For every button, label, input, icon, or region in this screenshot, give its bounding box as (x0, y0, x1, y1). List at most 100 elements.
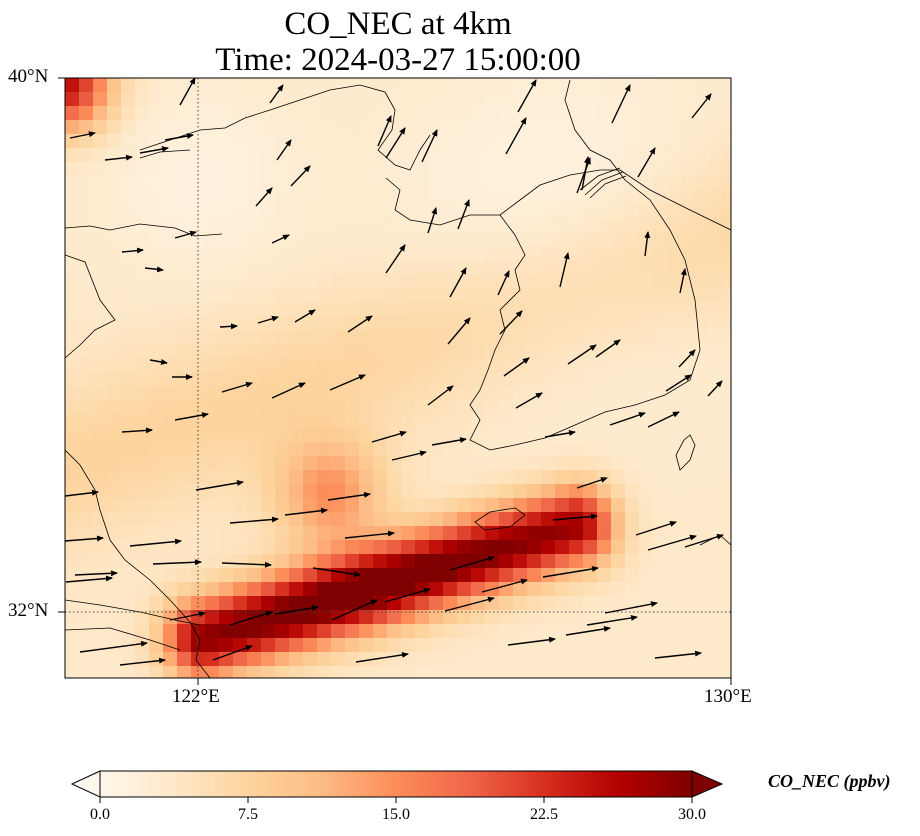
field-cell (527, 274, 542, 289)
field-cell (317, 162, 332, 177)
field-cell (695, 666, 710, 678)
field-cell (499, 582, 514, 597)
field-cell (485, 162, 500, 177)
field-cell (541, 190, 556, 205)
field-cell (247, 470, 262, 485)
field-cell (401, 358, 416, 373)
field-cell (541, 596, 556, 611)
field-cell (415, 288, 430, 303)
field-cell (149, 344, 164, 359)
field-cell (429, 204, 444, 219)
field-cell (667, 344, 682, 359)
field-cell (639, 218, 654, 233)
field-cell (93, 372, 108, 387)
field-cell (569, 232, 584, 247)
field-cell (555, 148, 570, 163)
wind-arrow (391, 450, 427, 461)
field-cell (513, 148, 528, 163)
field-cell (359, 428, 374, 443)
field-cell (121, 302, 136, 317)
field-cell (555, 414, 570, 429)
field-cell (653, 204, 668, 219)
field-cell (331, 330, 346, 345)
field-cell (709, 190, 724, 205)
field-cell (709, 78, 724, 93)
field-cell (695, 582, 710, 597)
field-cell (471, 176, 486, 191)
field-cell (443, 78, 458, 93)
field-cell (471, 218, 486, 233)
field-cell (541, 344, 556, 359)
field-cell (331, 498, 346, 513)
field-cell (639, 596, 654, 611)
field-cell (149, 78, 164, 93)
field-cell (345, 624, 360, 639)
field-cell (723, 512, 731, 527)
field-cell (289, 414, 304, 429)
field-cell (205, 162, 220, 177)
field-cell (107, 288, 122, 303)
map-title: CO_NEC at 4km (284, 6, 512, 42)
field-cell (723, 638, 731, 653)
field-cell (373, 540, 388, 555)
field-cell (233, 148, 248, 163)
field-cell (219, 162, 234, 177)
field-cell (345, 666, 360, 678)
field-cell (65, 302, 80, 317)
field-cell (681, 190, 696, 205)
field-cell (177, 148, 192, 163)
field-cell (317, 148, 332, 163)
field-cell (485, 274, 500, 289)
field-cell (625, 134, 640, 149)
field-cell (443, 92, 458, 107)
field-cell (205, 652, 220, 667)
field-cell (219, 638, 234, 653)
field-cell (289, 274, 304, 289)
field-cell (471, 386, 486, 401)
field-cell (149, 316, 164, 331)
field-cell (373, 596, 388, 611)
field-cell (597, 148, 612, 163)
field-cell (667, 274, 682, 289)
wind-arrow (355, 651, 409, 663)
field-cell (513, 386, 528, 401)
field-cell (415, 344, 430, 359)
field-cell (415, 610, 430, 625)
field-cell (177, 316, 192, 331)
field-cell (695, 176, 710, 191)
field-cell (191, 638, 206, 653)
field-cell (121, 120, 136, 135)
field-cell (723, 92, 731, 107)
field-cell (513, 316, 528, 331)
wind-arrow (457, 199, 470, 230)
field-cell (317, 624, 332, 639)
field-cell (247, 526, 262, 541)
field-cell (569, 204, 584, 219)
field-cell (387, 638, 402, 653)
field-cell (233, 400, 248, 415)
field-cell (653, 428, 668, 443)
field-cell (485, 498, 500, 513)
field-cell (429, 610, 444, 625)
wind-arrow (371, 430, 407, 443)
field-cell (527, 526, 542, 541)
field-cell (429, 484, 444, 499)
field-cell (681, 92, 696, 107)
field-cell (583, 512, 598, 527)
field-cell (163, 78, 178, 93)
field-cell (275, 218, 290, 233)
field-cell (303, 176, 318, 191)
field-cell (415, 386, 430, 401)
field-cell (499, 106, 514, 121)
field-cell (121, 218, 136, 233)
field-cell (177, 666, 192, 678)
field-cell (261, 666, 276, 678)
field-cell (443, 204, 458, 219)
field-cell (695, 344, 710, 359)
field-cell (401, 260, 416, 275)
field-cell (163, 148, 178, 163)
field-cell (177, 92, 192, 107)
field-cell (457, 498, 472, 513)
field-cell (443, 428, 458, 443)
field-cell (471, 568, 486, 583)
